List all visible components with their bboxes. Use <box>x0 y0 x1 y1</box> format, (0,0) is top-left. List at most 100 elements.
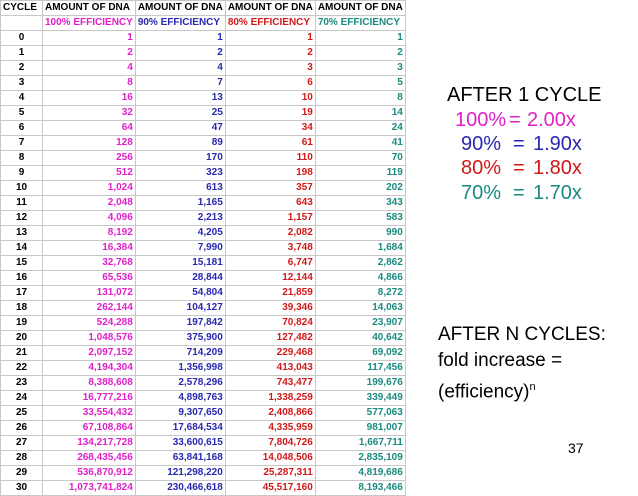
cycle-cell: 26 <box>0 420 43 436</box>
cycle-cell: 3 <box>0 75 43 91</box>
efficiency-pct-80: 80% <box>461 157 502 179</box>
cycle-cell: 23 <box>0 375 43 391</box>
amount-90-cell: 323 <box>134 165 226 181</box>
amount-90-cell: 2,213 <box>134 210 226 226</box>
amount-70-cell: 4,866 <box>314 270 406 286</box>
cycle-cell: 5 <box>0 105 43 121</box>
table-row: 14 16,384 7,990 3,748 1,684 <box>0 240 406 256</box>
cycle-cell: 13 <box>0 225 43 241</box>
amount-100-cell: 4 <box>42 60 136 76</box>
after-n-cycles-title: AFTER N CYCLES: <box>438 324 606 345</box>
header-amount-100: AMOUNT OF DNA <box>42 0 136 16</box>
cycle-cell: 6 <box>0 120 43 136</box>
after-one-cycle-title: AFTER 1 CYCLE <box>447 84 602 106</box>
amount-90-cell: 230,466,618 <box>134 480 226 496</box>
amount-100-cell: 32 <box>42 105 136 121</box>
amount-70-cell: 3 <box>314 60 406 76</box>
table-row: 24 16,777,216 4,898,763 1,338,259 339,449 <box>0 390 406 406</box>
amount-100-cell: 64 <box>42 120 136 136</box>
amount-90-cell: 1,165 <box>134 195 226 211</box>
amount-90-cell: 63,841,168 <box>134 450 226 466</box>
efficiency-eq-80: = <box>513 157 525 179</box>
amount-100-cell: 16,384 <box>42 240 136 256</box>
table-row: 10 1,024 613 357 202 <box>0 180 406 196</box>
efficiency-eq-70: = <box>513 182 525 204</box>
cycle-cell: 4 <box>0 90 43 106</box>
efficiency-pct-70: 70% <box>461 182 502 204</box>
table-row: 30 1,073,741,824 230,466,618 45,517,160 8,19… <box>0 480 406 496</box>
table-row: 29 536,870,912 121,298,220 25,287,311 4,819,… <box>0 465 406 481</box>
amount-90-cell: 15,181 <box>134 255 226 271</box>
header-efficiency-80: 80% EFFICIENCY <box>224 15 316 31</box>
fold-increase-label: fold increase = <box>438 350 563 371</box>
efficiency-val-100: 2.00x <box>527 109 576 131</box>
amount-80-cell: 12,144 <box>224 270 316 286</box>
efficiency-formula-exponent: n <box>529 381 536 393</box>
cycle-cell: 28 <box>0 450 43 466</box>
cycle-cell: 29 <box>0 465 43 481</box>
header-efficiency-70: 70% EFFICIENCY <box>314 15 406 31</box>
header-amount-70: AMOUNT OF DNA <box>314 0 406 16</box>
amount-80-cell: 39,346 <box>224 300 316 316</box>
amount-70-cell: 2,862 <box>314 255 406 271</box>
amount-90-cell: 25 <box>134 105 226 121</box>
cycle-cell: 0 <box>0 30 43 46</box>
cycle-cell: 12 <box>0 210 43 226</box>
amount-80-cell: 1,338,259 <box>224 390 316 406</box>
amount-90-cell: 33,600,615 <box>134 435 226 451</box>
amount-100-cell: 2 <box>42 45 136 61</box>
amount-80-cell: 61 <box>224 135 316 151</box>
amount-80-cell: 1 <box>224 30 316 46</box>
amount-70-cell: 583 <box>314 210 406 226</box>
amount-70-cell: 981,007 <box>314 420 406 436</box>
table-row: 23 8,388,608 2,578,296 743,477 199,676 <box>0 375 406 391</box>
amount-100-cell: 131,072 <box>42 285 136 301</box>
table-row: 7 128 89 61 41 <box>0 135 406 151</box>
header-cycle: CYCLE <box>0 0 43 16</box>
amount-90-cell: 28,844 <box>134 270 226 286</box>
amount-100-cell: 1,073,741,824 <box>42 480 136 496</box>
amount-80-cell: 413,043 <box>224 360 316 376</box>
amount-70-cell: 2 <box>314 45 406 61</box>
amount-80-cell: 45,517,160 <box>224 480 316 496</box>
amount-70-cell: 24 <box>314 120 406 136</box>
header-amount-90: AMOUNT OF DNA <box>134 0 226 16</box>
amount-70-cell: 2,835,109 <box>314 450 406 466</box>
table-row: 15 32,768 15,181 6,747 2,862 <box>0 255 406 271</box>
cycle-cell: 30 <box>0 480 43 496</box>
cycle-cell: 1 <box>0 45 43 61</box>
amount-90-cell: 89 <box>134 135 226 151</box>
table-row: 8 256 170 110 70 <box>0 150 406 166</box>
amount-70-cell: 199,676 <box>314 375 406 391</box>
amount-100-cell: 134,217,728 <box>42 435 136 451</box>
table-row: 22 4,194,304 1,356,998 413,043 117,456 <box>0 360 406 376</box>
amount-100-cell: 1,048,576 <box>42 330 136 346</box>
header-efficiency-100: 100% EFFICIENCY <box>42 15 136 31</box>
amount-90-cell: 13 <box>134 90 226 106</box>
amount-70-cell: 23,907 <box>314 315 406 331</box>
amount-100-cell: 256 <box>42 150 136 166</box>
amount-100-cell: 262,144 <box>42 300 136 316</box>
amount-100-cell: 128 <box>42 135 136 151</box>
amount-70-cell: 577,063 <box>314 405 406 421</box>
amount-70-cell: 41 <box>314 135 406 151</box>
table-row: 6 64 47 34 24 <box>0 120 406 136</box>
table-row: 26 67,108,864 17,684,534 4,335,959 981,007 <box>0 420 406 436</box>
cycle-cell: 18 <box>0 300 43 316</box>
amount-70-cell: 70 <box>314 150 406 166</box>
amount-70-cell: 990 <box>314 225 406 241</box>
efficiency-eq-100: = <box>509 109 521 131</box>
amount-70-cell: 339,449 <box>314 390 406 406</box>
amount-100-cell: 8,192 <box>42 225 136 241</box>
dna-amplification-table: CYCLE AMOUNT OF DNA AMOUNT OF DNA AMOUNT… <box>0 0 406 496</box>
amount-90-cell: 7 <box>134 75 226 91</box>
amount-90-cell: 4 <box>134 60 226 76</box>
amount-70-cell: 119 <box>314 165 406 181</box>
amount-100-cell: 67,108,864 <box>42 420 136 436</box>
table-row: 9 512 323 198 119 <box>0 165 406 181</box>
amount-80-cell: 643 <box>224 195 316 211</box>
